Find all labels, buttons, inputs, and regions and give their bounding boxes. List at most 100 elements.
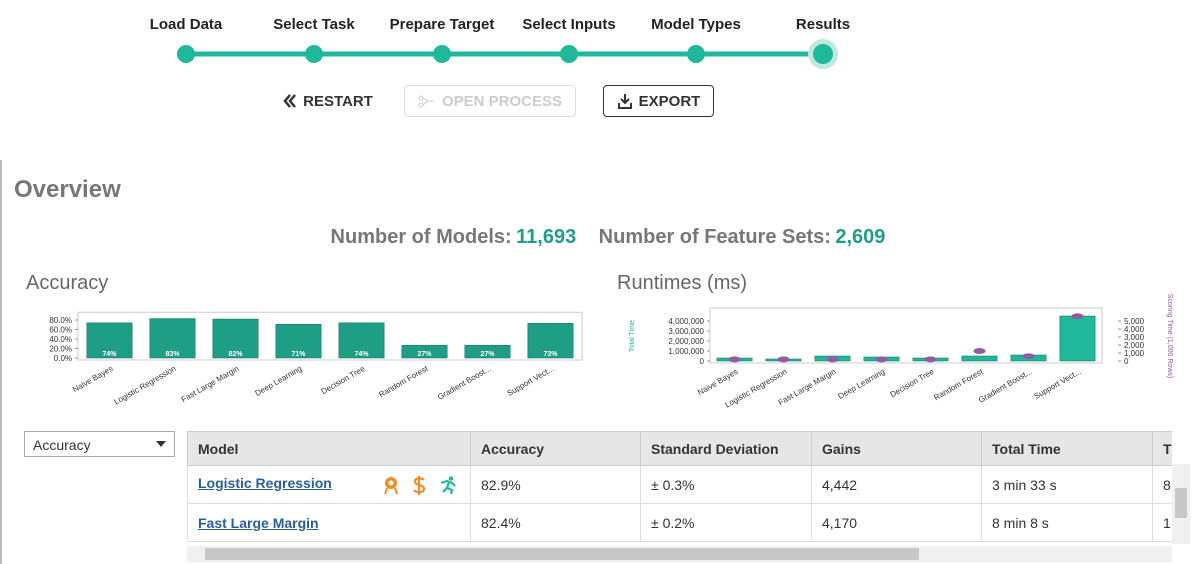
bar <box>86 322 133 359</box>
process-icon <box>418 95 434 108</box>
overview-title: Overview <box>14 176 121 203</box>
cell: 4,170 <box>811 503 982 542</box>
step[interactable]: Select Task <box>273 16 355 33</box>
restart-icon <box>283 94 297 108</box>
table-row: Logistic Regression 82.9% ± 0.3% 4,442 3 min… <box>187 465 1172 504</box>
restart-button[interactable]: RESTART <box>276 85 380 117</box>
cell: Logistic Regression <box>187 465 471 504</box>
scroll-thumb[interactable] <box>1175 488 1187 518</box>
bar <box>275 324 322 359</box>
y2-tick-label: 2,000 <box>1124 341 1145 350</box>
cell: ± 0.2% <box>640 503 812 542</box>
open-process-button: OPEN PROCESS <box>404 85 576 117</box>
stat-value: 2,609 <box>835 226 886 248</box>
cell: 8 min 8 s <box>981 503 1153 542</box>
column-header[interactable]: Model <box>187 431 471 466</box>
value-label: 82% <box>228 351 243 358</box>
cell: 82.4% <box>470 503 641 542</box>
step[interactable]: Load Data <box>149 16 223 33</box>
cell: 3 min 33 s <box>981 465 1153 504</box>
bar <box>401 344 448 359</box>
results-table-wrap: Model Accuracy Standard Deviation Gains Tota… <box>187 431 1172 543</box>
y-tick-label: 80.0% <box>49 316 72 325</box>
y-tick-label: 4,000,000 <box>668 317 704 326</box>
value-label: 73% <box>543 351 558 358</box>
y2-tick-label: 0 <box>1124 357 1129 366</box>
x-tick-label: Support Vect... <box>1033 367 1083 401</box>
step[interactable]: Select Inputs <box>522 16 616 33</box>
export-button[interactable]: EXPORT <box>603 85 714 117</box>
y-tick-label: 2,000,000 <box>668 337 704 346</box>
scoring-dot <box>826 356 839 363</box>
bar <box>464 344 511 359</box>
y2-tick-label: 4,000 <box>1124 325 1145 334</box>
x-tick-label: Gradient Boost... <box>436 364 492 402</box>
y-tick-label: 20.0% <box>49 345 72 354</box>
column-header[interactable]: Accuracy <box>470 431 641 466</box>
stats: Number of Models: 11,693 Number of Featu… <box>0 226 1200 249</box>
scoring-dot <box>924 356 937 363</box>
bar <box>338 322 385 359</box>
step[interactable]: Model Types <box>651 16 741 33</box>
y-tick-label: 1,000,000 <box>668 347 704 356</box>
axis-title: Total Time <box>629 320 636 352</box>
model-link[interactable]: Fast Large Margin <box>198 514 319 531</box>
cell: 1 <box>1152 503 1172 542</box>
table-row: Fast Large Margin 82.4% ± 0.2% 4,170 8 min 8… <box>187 503 1172 542</box>
value-label: 71% <box>291 351 306 358</box>
axis-title: Scoring Time (1,000 Rows) <box>1166 294 1173 378</box>
model-link[interactable]: Logistic Regression <box>198 474 332 491</box>
y-tick-label: 0 <box>700 357 705 366</box>
cell: 4,442 <box>811 465 982 504</box>
scoring-dot <box>973 348 986 354</box>
value-label: 27% <box>480 351 495 358</box>
bar <box>149 318 196 359</box>
stat-label: Number of Models: <box>330 226 512 248</box>
x-tick-label: Logistic Regression <box>113 364 178 407</box>
scoring-dot <box>1071 313 1084 320</box>
horizontal-scrollbar[interactable] <box>187 546 1172 562</box>
column-header[interactable]: Standard Deviation <box>640 431 812 466</box>
metric-select[interactable]: Accuracy <box>24 431 175 457</box>
select-value: Accuracy <box>33 437 91 453</box>
y2-tick-label: 1,000 <box>1124 349 1145 358</box>
cell: 8 <box>1152 465 1172 504</box>
cell: Fast Large Margin <box>187 503 471 542</box>
column-header[interactable]: Gains <box>811 431 982 466</box>
button-label: EXPORT <box>638 92 701 110</box>
column-header[interactable]: Total Time <box>981 431 1153 466</box>
plot-frame <box>709 307 1103 364</box>
vertical-scrollbar[interactable] <box>1172 464 1190 544</box>
bar <box>527 323 574 359</box>
y-tick-label: 60.0% <box>49 326 72 335</box>
column-header[interactable]: T <box>1152 431 1172 466</box>
scroll-thumb[interactable] <box>205 548 919 560</box>
value-label: 27% <box>417 351 432 358</box>
chart-title: Runtimes (ms) <box>617 272 748 294</box>
model-badges <box>384 475 456 495</box>
y-tick-label: 40.0% <box>49 335 72 344</box>
stat-value: 11,693 <box>516 226 577 248</box>
scoring-dot <box>777 356 790 363</box>
x-tick-label: Naive Bayes <box>71 364 114 394</box>
scoring-dot <box>1022 353 1035 360</box>
step[interactable]: Prepare Target <box>389 16 495 33</box>
button-label: RESTART <box>303 92 373 110</box>
cell: ± 0.3% <box>640 465 812 504</box>
x-tick-label: Deep Learning <box>254 364 304 398</box>
scoring-dot <box>728 356 741 363</box>
step[interactable]: Results <box>795 16 851 33</box>
value-label: 83% <box>165 351 180 358</box>
x-tick-label: Decision Tree <box>320 364 367 397</box>
bar <box>212 318 259 359</box>
cell: 82.9% <box>470 465 641 504</box>
y-tick-label: 3,000,000 <box>668 327 704 336</box>
chart-title: Accuracy <box>26 272 109 294</box>
select-arrow <box>156 441 166 447</box>
x-tick-label: Support Vect... <box>506 364 556 398</box>
x-tick-label: Fast Large Margin <box>180 364 241 404</box>
button-label: OPEN PROCESS <box>441 92 563 110</box>
y2-tick-label: 5,000 <box>1124 317 1145 326</box>
value-label: 74% <box>354 351 369 358</box>
plot-frame <box>77 311 583 361</box>
